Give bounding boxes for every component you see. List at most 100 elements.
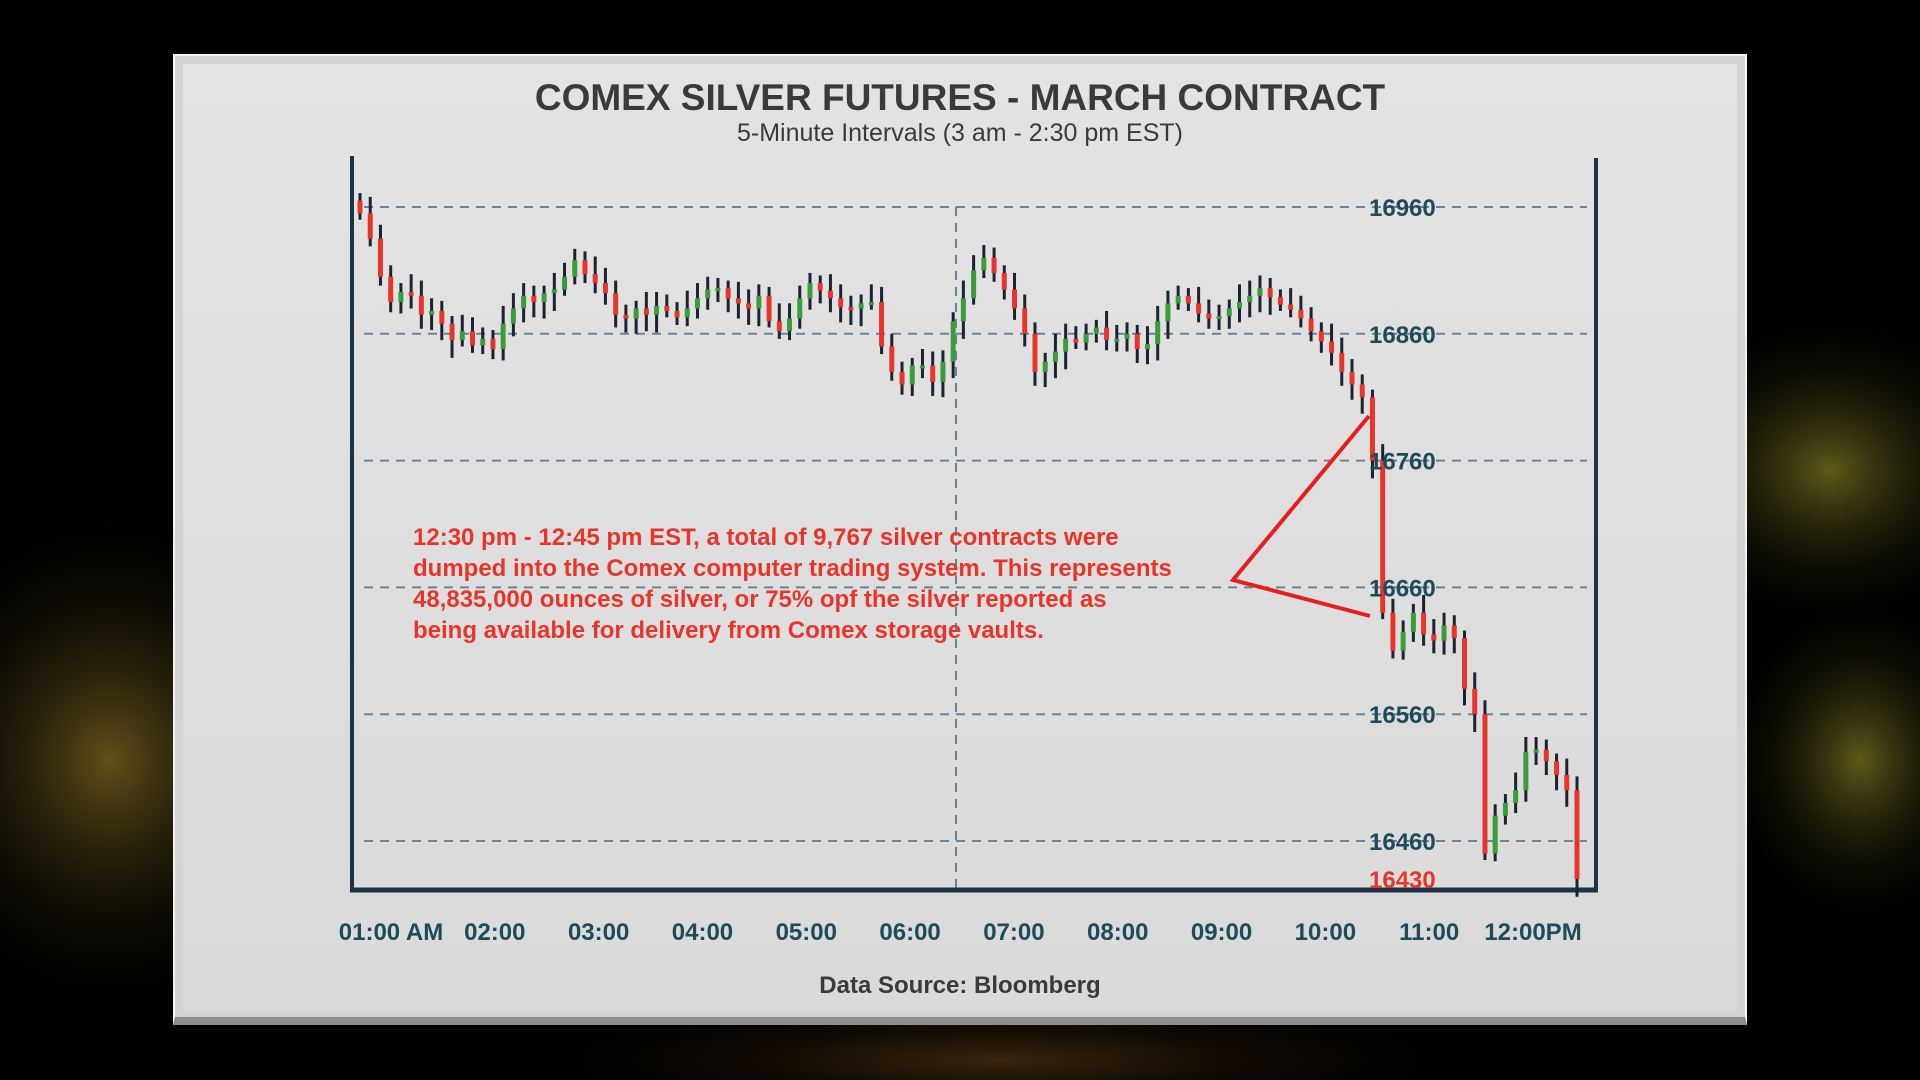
price-bar-body xyxy=(817,283,823,291)
price-bar-body xyxy=(1073,338,1079,343)
price-bar-body xyxy=(1410,612,1416,632)
x-tick-label: 01:00 AM xyxy=(339,919,443,946)
price-bar-body xyxy=(1196,303,1202,314)
price-bar-body xyxy=(1093,327,1099,334)
x-tick-label: 04:00 xyxy=(672,919,733,946)
price-bar-body xyxy=(1441,625,1447,641)
price-bar-body xyxy=(367,213,373,239)
price-bar-body xyxy=(398,291,404,303)
x-tick-label: 07:00 xyxy=(983,919,1044,946)
price-bar-body xyxy=(848,307,854,311)
price-bar-body xyxy=(377,238,383,277)
price-bar-body xyxy=(1267,288,1273,298)
chart-card: COMEX SILVER FUTURES - MARCH CONTRACT 5-… xyxy=(173,54,1747,1025)
price-bar-body xyxy=(950,321,956,362)
x-tick-label: 03:00 xyxy=(568,919,629,946)
price-bar-body xyxy=(1308,318,1314,332)
price-bar-body xyxy=(633,308,639,319)
x-tick-label: 02:00 xyxy=(464,919,525,946)
price-bar-body xyxy=(1052,351,1058,362)
price-bar-body xyxy=(807,283,813,299)
annotation-line: 12:30 pm - 12:45 pm EST, a total of 9,76… xyxy=(413,524,1119,551)
price-bar-body xyxy=(971,270,977,299)
price-bar-body xyxy=(1451,625,1457,639)
price-bar-body xyxy=(469,331,475,346)
price-bar-body xyxy=(1390,612,1396,651)
y-tick-label: 16460 xyxy=(1369,829,1436,856)
price-bar-body xyxy=(1144,343,1150,350)
price-bar-body xyxy=(879,302,885,347)
price-bar-body xyxy=(388,276,394,303)
price-bar-body xyxy=(715,288,721,292)
y-axis-labels: 16960 16860 16760 16660 16560 16460 1643… xyxy=(1369,195,1436,894)
price-bar-body xyxy=(623,314,629,319)
price-bar-body xyxy=(1543,749,1549,762)
price-bar-body xyxy=(1175,295,1181,304)
price-bar-body xyxy=(858,303,864,309)
price-bar-body xyxy=(1513,790,1519,803)
price-bar-body xyxy=(418,295,424,315)
price-bar-body xyxy=(1349,371,1355,385)
price-bar-body xyxy=(1502,802,1508,816)
y-tick-label: 16760 xyxy=(1369,449,1436,476)
price-bar-body xyxy=(1359,384,1365,398)
price-bar-body xyxy=(1318,331,1324,342)
price-bar-body xyxy=(674,310,680,318)
price-bar-body xyxy=(797,298,803,319)
annotation-pointer xyxy=(1229,414,1371,618)
price-bar-body xyxy=(838,298,844,308)
price-bar-body xyxy=(746,303,752,309)
price-bar-body xyxy=(889,346,895,372)
price-bar-body xyxy=(357,200,363,214)
price-bar-body xyxy=(1482,714,1488,854)
price-bar-body xyxy=(500,323,506,350)
price-bar-body xyxy=(643,308,649,315)
x-tick-label: 09:00 xyxy=(1191,919,1252,946)
price-bar-body xyxy=(940,361,946,382)
annotation-line: dumped into the Comex computer trading s… xyxy=(413,555,1172,582)
price-bar-body xyxy=(991,257,997,273)
price-bar-body xyxy=(1226,308,1232,317)
last-price-label: 16430 xyxy=(1369,867,1436,894)
price-bar-body xyxy=(787,318,793,332)
price-bar-body xyxy=(1237,302,1243,309)
price-bar-body xyxy=(572,260,578,277)
chart-subtitle: 5-Minute Intervals (3 am - 2:30 pm EST) xyxy=(737,119,1183,147)
price-bar-body xyxy=(480,338,486,346)
x-tick-label: 05:00 xyxy=(776,919,837,946)
price-bar-body xyxy=(1472,688,1478,715)
price-bar-body xyxy=(1155,321,1161,344)
x-tick-label: 08:00 xyxy=(1087,919,1148,946)
price-bar-body xyxy=(868,302,874,306)
price-bar-body xyxy=(531,295,537,303)
price-bar-body xyxy=(1339,352,1345,372)
data-source: Data Source: Bloomberg xyxy=(819,972,1100,999)
price-bar-body xyxy=(756,295,762,309)
price-bar-body xyxy=(1124,333,1130,339)
chart-panel: COMEX SILVER FUTURES - MARCH CONTRACT 5-… xyxy=(183,64,1737,1011)
price-bar-body xyxy=(1533,749,1539,753)
price-bar-body xyxy=(1400,631,1406,651)
x-tick-label: 06:00 xyxy=(879,919,940,946)
price-bar-body xyxy=(1001,272,1007,290)
price-bar-body xyxy=(735,298,741,304)
price-bar-body xyxy=(1032,333,1038,372)
price-bar-body xyxy=(694,298,700,309)
price-bar-body xyxy=(981,257,987,271)
price-bar-body xyxy=(551,289,557,294)
price-bar-body xyxy=(705,289,711,299)
price-bar-body xyxy=(1012,289,1018,309)
price-bar-body xyxy=(766,295,772,322)
annotation-line: being available for delivery from Comex … xyxy=(413,617,1044,644)
price-bar-body xyxy=(1257,288,1263,296)
price-bar-body xyxy=(1165,303,1171,322)
annotation-line: 48,835,000 ounces of silver, or 75% opf … xyxy=(413,586,1107,613)
price-bar-body xyxy=(1206,313,1212,319)
price-bars xyxy=(357,193,1580,897)
x-tick-label: 12:00PM xyxy=(1484,919,1581,946)
price-bar-body xyxy=(449,323,455,341)
price-bar-body xyxy=(776,321,782,332)
price-bar-body xyxy=(582,260,588,275)
price-bar-body xyxy=(1462,638,1468,689)
price-bar-body xyxy=(1288,304,1294,310)
